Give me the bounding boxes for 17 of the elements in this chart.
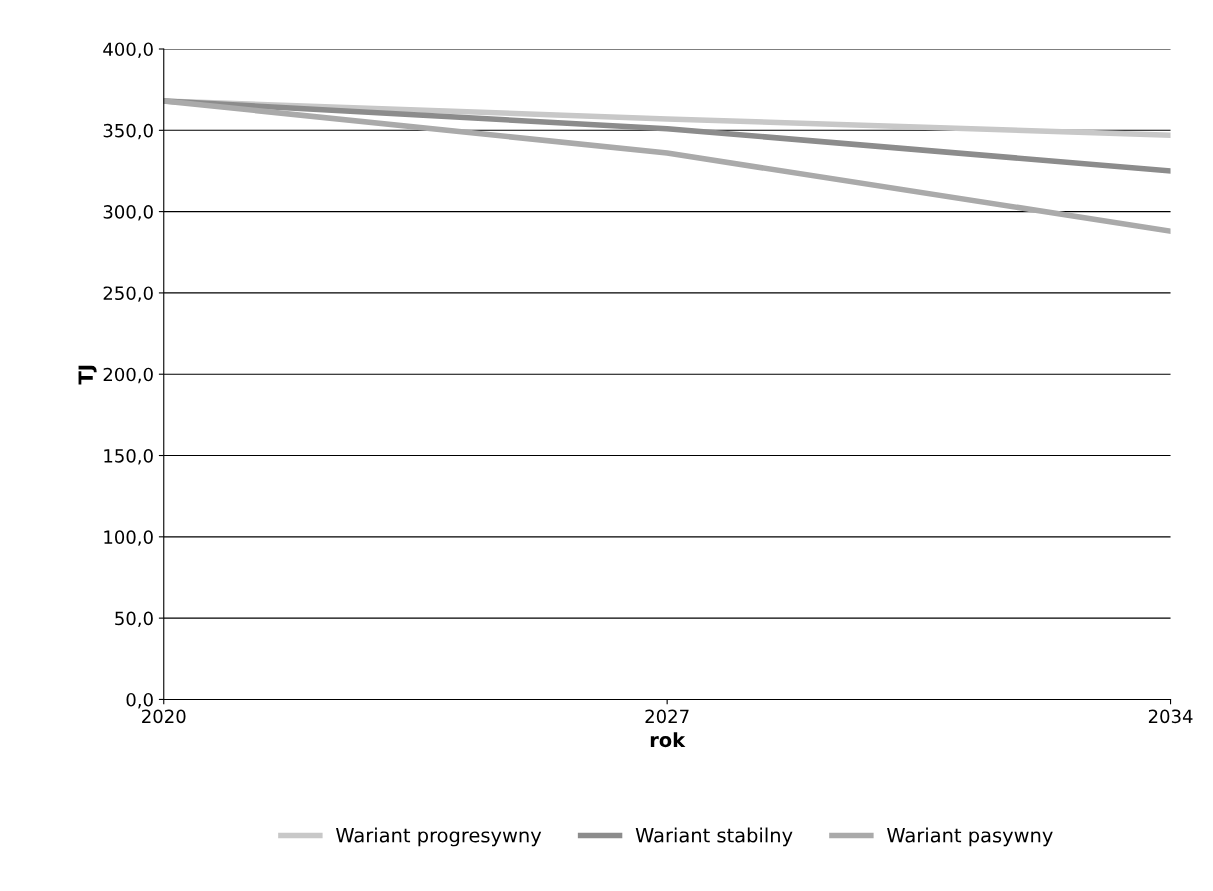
legend-label: Wariant stabilny [635, 827, 793, 847]
x-tick-label: 2034 [1148, 709, 1193, 724]
x-tick-label: 2027 [645, 709, 689, 724]
y-tick-label: 250,0 [103, 286, 153, 302]
x-axis-title: rok [650, 732, 686, 748]
y-tick-label: 100,0 [104, 530, 153, 546]
y-tick-label: 350,0 [103, 123, 153, 140]
y-tick-label: 0,0 [126, 692, 153, 709]
x-tick-label: 2020 [142, 709, 186, 724]
legend-label: Wariant progresywny [336, 827, 542, 847]
y-tick-label: 150,0 [104, 448, 153, 465]
y-tick-label: 300,0 [103, 205, 153, 221]
legend-label: Wariant pasywny [887, 827, 1053, 847]
y-tick-label: 200,0 [103, 367, 153, 384]
y-tick-label: 50,0 [115, 611, 153, 628]
y-tick-label: 400,0 [103, 42, 153, 58]
y-axis-title: TJ [78, 365, 97, 385]
